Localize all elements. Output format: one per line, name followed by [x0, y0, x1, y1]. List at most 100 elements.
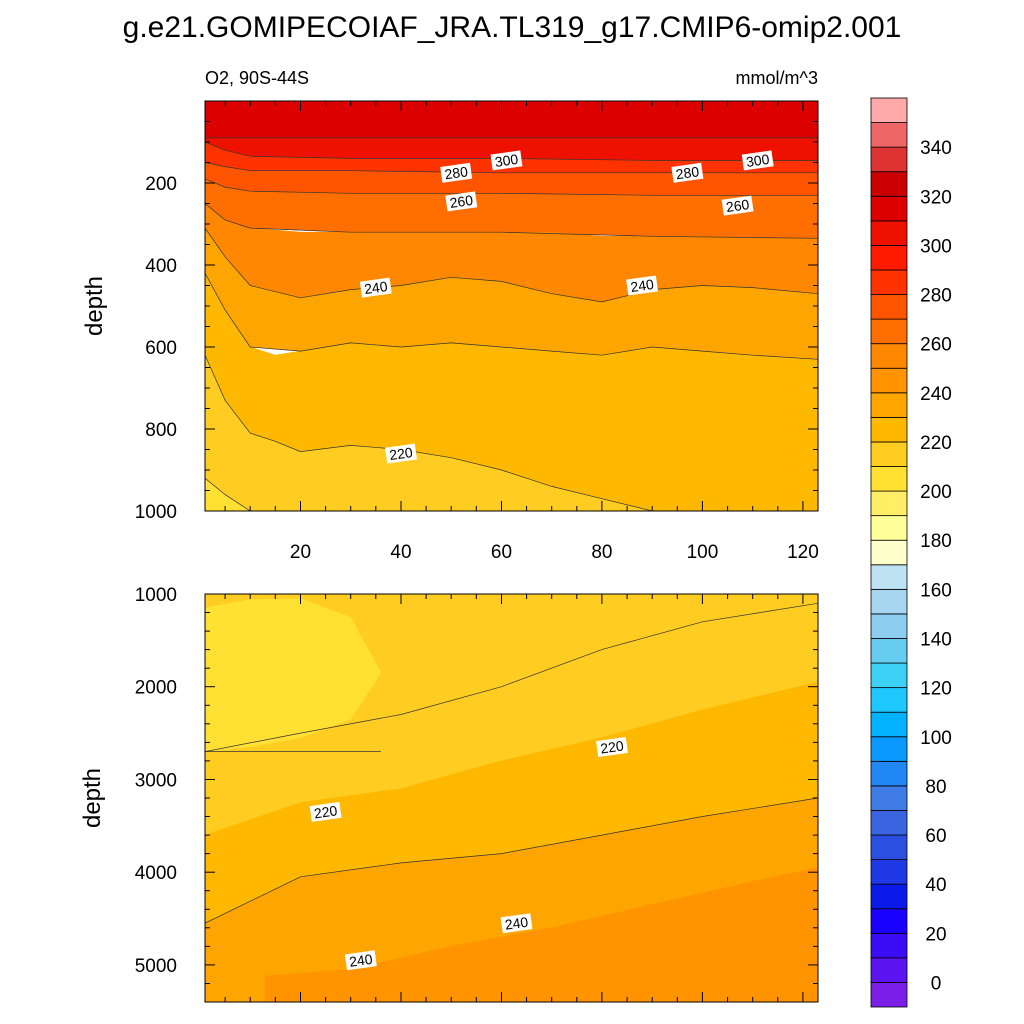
- contour-label-box: [440, 162, 473, 183]
- colorbar-label: 60: [925, 826, 946, 847]
- contour-label-box: [721, 195, 754, 216]
- x-tick-label: 100: [687, 542, 719, 563]
- contour-label: 300: [490, 150, 523, 171]
- colorbar-label: 140: [920, 630, 952, 651]
- colorbar-swatch: [870, 171, 908, 197]
- contour-line: [205, 178, 818, 196]
- contour-line: [205, 162, 818, 174]
- contour-label-box: [309, 801, 342, 822]
- contour-line: [205, 355, 818, 511]
- contour-label-box: [500, 913, 533, 934]
- colorbar-swatch: [870, 416, 908, 443]
- contour-line: [205, 602, 818, 752]
- colorbar-swatch: [870, 441, 908, 467]
- lower-panel: 1000 2000 3000 4000 5000 220 220 240 240 depth: [79, 585, 819, 1003]
- contour-label: 240: [500, 913, 533, 934]
- colorbar-label: 340: [920, 138, 952, 159]
- colorbar-swatch: [870, 785, 908, 811]
- colorbar-label: 320: [920, 187, 952, 208]
- lower-y-axis-title: depth: [79, 768, 106, 828]
- colorbar-swatch: [870, 662, 908, 689]
- contour-label-box: [671, 162, 704, 183]
- upper-panel: 200 400 600 800 1000 20 40 60 80 100 120 300 300 280…: [81, 100, 819, 563]
- colorbar-swatch: [870, 269, 908, 295]
- variable-label: O2, 90S-44S: [205, 68, 309, 88]
- colorbar-swatch: [870, 613, 908, 639]
- contour-label: 260: [445, 191, 478, 212]
- contour-label: 280: [671, 162, 704, 183]
- colorbar-swatch: [870, 195, 908, 222]
- colorbar-swatch: [870, 638, 908, 664]
- colorbar-swatch: [870, 122, 908, 148]
- contour-line: [205, 141, 818, 161]
- colorbar-label: 220: [920, 433, 952, 454]
- contour-label-text: 260: [725, 196, 751, 215]
- contour-label-text: 300: [494, 151, 520, 170]
- y-tick-label: 800: [145, 420, 177, 441]
- colorbar-swatch: [870, 146, 908, 173]
- contour-label-text: 280: [675, 163, 701, 182]
- colorbar-swatch: [870, 294, 908, 320]
- contour-label-box: [741, 150, 774, 171]
- contour-label-text: 240: [629, 276, 655, 295]
- contour-line: [205, 203, 818, 239]
- colorbar-swatch: [870, 982, 908, 1008]
- lower-axis-ticks: 1000 2000 3000 4000 5000: [135, 585, 818, 1003]
- colorbar-swatch: [870, 588, 908, 615]
- colorbar-swatch: [870, 687, 908, 713]
- x-tick-label: 120: [787, 542, 819, 563]
- colorbar-swatch: [870, 711, 908, 738]
- colorbar-swatch: [870, 466, 908, 492]
- contour-label-text: 220: [388, 444, 414, 463]
- upper-contour-fill: [205, 101, 818, 511]
- upper-axis-ticks: 200 400 600 800 1000 20 40 60 80 100 120: [135, 100, 819, 563]
- main-title: g.e21.GOMIPECOIAF_JRA.TL319_g17.CMIP6-om…: [123, 11, 902, 44]
- contour-label-box: [626, 275, 659, 296]
- contour-label-box: [359, 277, 392, 298]
- y-tick-label: 1000: [135, 502, 177, 523]
- colorbar-swatch: [870, 539, 908, 566]
- contour-label-text: 240: [348, 951, 374, 970]
- colorbar-swatch: [870, 564, 908, 590]
- colorbar-label: 100: [920, 728, 952, 749]
- x-tick-label: 20: [290, 542, 311, 563]
- colorbar-label: 240: [920, 384, 952, 405]
- contour-label-box: [344, 950, 377, 971]
- contour-label-box: [596, 736, 628, 758]
- contour-label-text: 280: [444, 163, 470, 182]
- colorbar-swatch: [870, 318, 908, 345]
- contour-label-box: [445, 191, 478, 212]
- lower-contour-labels: 220 220 240 240: [309, 736, 628, 971]
- colorbar-label: 80: [925, 777, 946, 798]
- colorbar-swatch: [870, 490, 908, 517]
- colorbar: 0 20 40 60 80 100 120 140 160 180 200 220 240 260 280 3…: [870, 97, 952, 1008]
- colorbar-swatch: [870, 908, 908, 934]
- colorbar-label: 180: [920, 531, 952, 552]
- colorbar-swatch: [870, 834, 908, 861]
- contour-band: [264, 867, 818, 1002]
- contour-label-text: 220: [599, 737, 625, 756]
- x-tick-label: 80: [591, 542, 612, 563]
- y-tick-label: 5000: [135, 956, 177, 977]
- contour-label: 220: [309, 801, 342, 822]
- colorbar-swatch: [870, 392, 908, 418]
- contour-label-text: 220: [313, 802, 339, 821]
- colorbar-label: 280: [920, 286, 952, 307]
- x-tick-label: 40: [390, 542, 411, 563]
- contour-label-text: 260: [449, 192, 475, 211]
- colorbar-swatch: [870, 760, 908, 787]
- colorbar-swatch: [870, 515, 908, 541]
- colorbar-swatch: [870, 932, 908, 959]
- upper-plot-frame: [204, 100, 819, 512]
- colorbar-label: 260: [920, 335, 952, 356]
- colorbar-label: 200: [920, 482, 952, 503]
- units-label: mmol/m^3: [736, 68, 818, 88]
- lower-contour-fill: [205, 594, 818, 1002]
- y-tick-label: 1000: [135, 585, 177, 606]
- contour-label-text: 240: [504, 914, 530, 933]
- y-tick-label: 4000: [135, 863, 177, 884]
- contour-label: 240: [344, 950, 377, 971]
- colorbar-label: 20: [925, 924, 946, 945]
- colorbar-label: 0: [931, 973, 942, 994]
- contour-label: 240: [626, 275, 659, 296]
